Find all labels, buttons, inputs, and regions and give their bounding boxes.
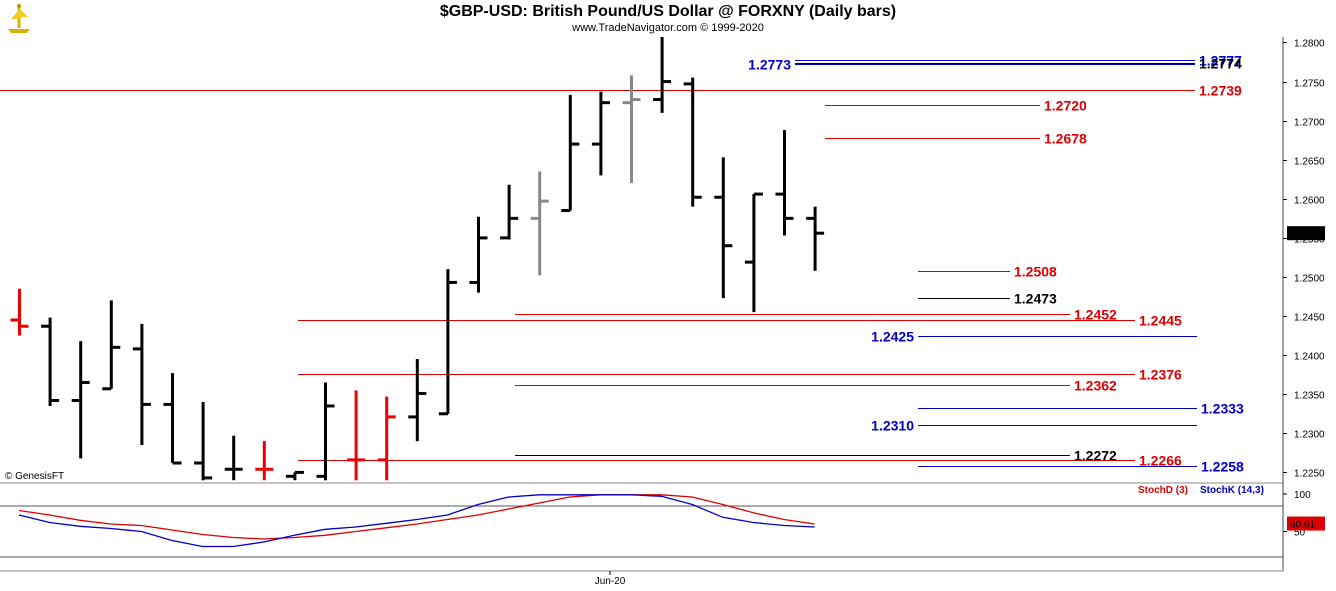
y-tick-label: 1.2650 [1294,157,1325,168]
y-tick-label: 1.2600 [1294,196,1325,207]
level-label: 1.2452 [1074,307,1117,323]
osc-series-line [18,494,815,548]
chart-subtitle: www.TradeNavigator.com © 1999-2020 [572,22,764,34]
osc-series-line [18,494,815,540]
level-label: 1.2445 [1139,313,1182,329]
level-label: 1.2258 [1201,459,1244,475]
chart-background [0,37,1284,572]
x-axis-label: Jun-20 [595,576,626,587]
y-tick-label: 1.2500 [1294,274,1325,285]
level-label: 1.2777 [1199,53,1242,69]
y-tick-label: 1.2250 [1294,469,1325,480]
price-bars [10,37,825,481]
last-price-label: 1.2556 [1290,229,1321,240]
level-label: 1.2310 [871,418,914,434]
y-tick-label: 1.2400 [1294,352,1325,363]
level-label: 1.2774 [1199,56,1242,72]
osc-tick-label: 50 [1294,528,1306,539]
chart-title: $GBP-USD: British Pound/US Dollar @ FORX… [439,3,897,20]
chart-header: $GBP-USD: British Pound/US Dollar @ FORX… [0,0,1336,37]
trade-navigator-logo-icon [8,4,30,33]
level-label: 1.2362 [1074,378,1117,394]
level-label: 1.2508 [1014,264,1057,280]
level-label: 1.2720 [1044,98,1087,114]
watermark: © GenesisFT [5,471,64,482]
y-tick-label: 1.2800 [1294,39,1325,50]
osc-value-box [1287,516,1325,531]
price-axis: 1.28001.27501.27001.26501.26001.25501.25… [1283,39,1325,539]
y-tick-label: 1.2450 [1294,313,1325,324]
price-pane [0,37,1283,481]
legend-stochk: StochK (14,3) [1200,485,1264,496]
y-tick-label: 1.2300 [1294,430,1325,441]
level-label: 1.2266 [1139,453,1182,469]
osc-value-label: 60.61 [1290,520,1315,531]
level-label: 1.2425 [871,329,914,345]
level-label: 1.2739 [1199,83,1242,99]
y-tick-label: 1.2350 [1294,391,1325,402]
level-label: 1.2773 [748,57,791,73]
level-label: 1.2272 [1074,448,1117,464]
y-tick-label: 1.2750 [1294,79,1325,90]
osc-tick-label: 100 [1294,490,1311,501]
legend-stochd: StochD (3) [1138,485,1188,496]
last-price-box [1287,226,1325,241]
level-label: 1.2473 [1014,291,1057,307]
stochastic-oscillator: StochD (3) StochK (14,3) © GenesisFT Jun-20 [5,471,1264,587]
level-label: 1.2333 [1201,401,1244,417]
y-tick-label: 1.2700 [1294,118,1325,129]
level-label: 1.2376 [1139,367,1182,383]
level-label: 1.2678 [1044,131,1087,147]
